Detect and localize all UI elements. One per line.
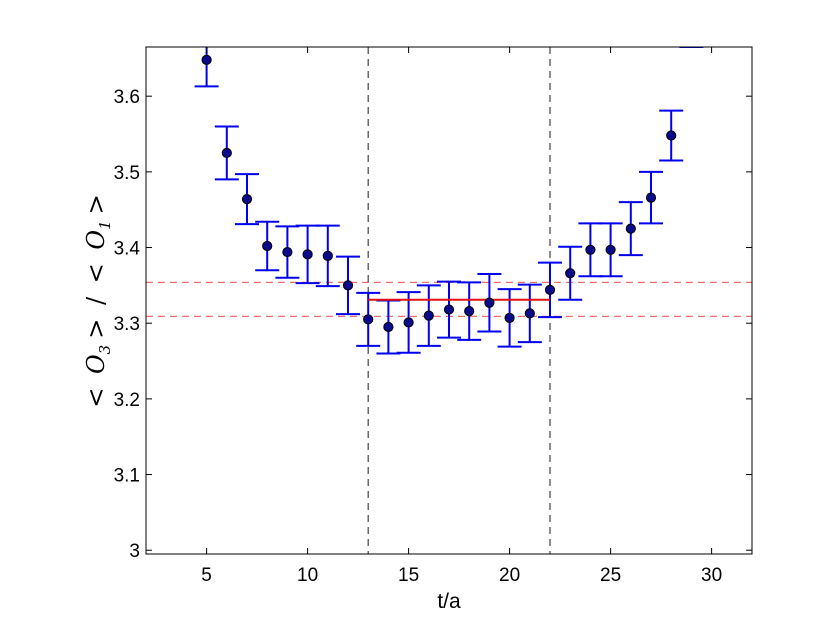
data-point-16 bbox=[423, 310, 434, 321]
data-point-21 bbox=[524, 308, 535, 319]
data-point-13 bbox=[363, 314, 374, 325]
y-tick-label-6: 3.6 bbox=[114, 87, 140, 108]
data-point-12 bbox=[342, 280, 354, 291]
data-point-11 bbox=[322, 250, 333, 261]
data-point-8 bbox=[262, 240, 273, 252]
y-tick-label-0: 3 bbox=[129, 541, 140, 562]
data-point-27 bbox=[645, 192, 657, 203]
data-point-28 bbox=[666, 130, 677, 141]
data-point-22 bbox=[544, 284, 556, 296]
data-point-7 bbox=[241, 194, 253, 205]
data-point-9 bbox=[282, 246, 293, 258]
y-tick-label-1: 3.1 bbox=[114, 466, 140, 487]
x-tick-label-5: 5 bbox=[201, 565, 212, 586]
y-axis-label: < O3> / < O1> bbox=[82, 194, 114, 408]
data-point-20 bbox=[504, 312, 515, 324]
y-tick-label-5: 3.5 bbox=[114, 163, 140, 184]
y-tick-label-4: 3.4 bbox=[114, 239, 141, 260]
data-point-10 bbox=[302, 249, 313, 260]
x-tick-label-30: 30 bbox=[701, 565, 722, 586]
data-point-17 bbox=[443, 304, 455, 315]
y-tick-label-3: 3.3 bbox=[114, 314, 140, 335]
data-point-29 bbox=[687, 8, 696, 17]
errorbar-29 bbox=[679, 47, 704, 48]
x-tick-label-20: 20 bbox=[499, 565, 520, 586]
data-point-24 bbox=[585, 244, 596, 255]
data-point-6 bbox=[221, 147, 232, 159]
data-point-26 bbox=[625, 223, 636, 234]
data-point-14 bbox=[383, 321, 394, 333]
x-tick-label-25: 25 bbox=[600, 565, 621, 586]
data-point-15 bbox=[403, 317, 414, 328]
data-point-23 bbox=[565, 268, 576, 279]
data-point-19 bbox=[484, 297, 495, 308]
data-point-25 bbox=[605, 244, 616, 255]
data-point-18 bbox=[464, 305, 475, 317]
y-tick-label-2: 3.2 bbox=[114, 390, 140, 411]
plot-frame bbox=[145, 46, 753, 555]
data-point-5 bbox=[201, 54, 212, 65]
x-axis-label: t/a bbox=[437, 590, 461, 613]
svg-text:< O3> / <: < O3> / < O1> bbox=[82, 194, 114, 408]
x-tick-label-10: 10 bbox=[297, 565, 318, 586]
x-tick-label-15: 15 bbox=[398, 565, 419, 586]
